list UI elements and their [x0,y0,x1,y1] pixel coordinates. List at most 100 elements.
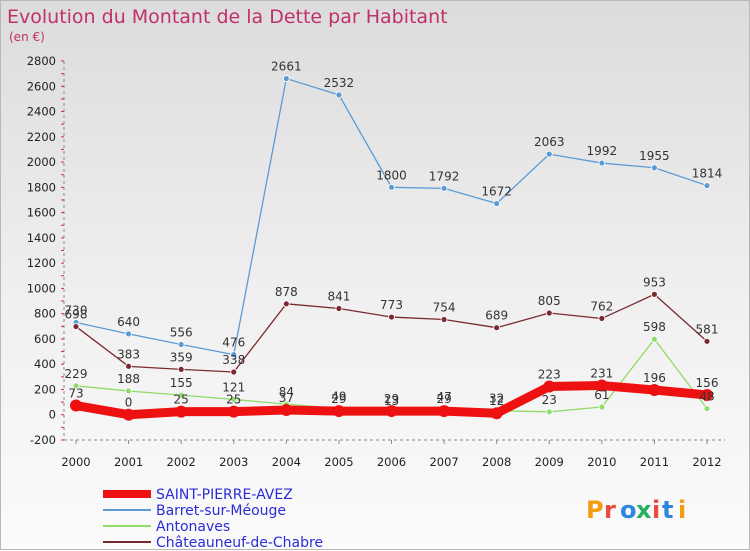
data-label: 1800 [376,168,407,182]
y-tick-label: 600 [34,332,56,346]
y-tick-label: 1600 [27,206,56,220]
x-tick-label: 2004 [272,455,301,469]
data-point [282,300,290,308]
data-label: 476 [222,336,245,350]
data-label: 754 [433,300,456,314]
data-label: 805 [538,294,561,308]
data-label: 29 [331,392,346,406]
data-point [122,408,135,421]
data-label: 223 [538,368,561,382]
data-point [177,341,185,348]
x-tick-label: 2010 [587,455,616,469]
data-label: 29 [384,392,399,406]
data-point [703,405,711,413]
data-point [72,323,80,330]
series-chateauneuf-de-chabre [72,290,711,376]
data-label: 49 [331,390,346,404]
data-point [125,387,132,395]
data-point [388,313,395,321]
data-label: 12 [489,394,504,408]
y-tick-label: 0 [49,408,56,422]
y-tick-label: 2600 [27,79,56,93]
x-tick-label: 2008 [482,455,511,469]
data-label: 556 [170,325,193,339]
data-point [595,379,608,392]
data-label: 1792 [429,169,460,183]
data-label: 25 [174,393,189,407]
data-point [598,403,606,411]
data-point [332,405,345,418]
logo-letter: r [604,496,616,524]
data-point [701,389,713,402]
data-label: 2063 [534,135,565,149]
legend-label: Barret-sur-Méouge [156,503,286,519]
data-label: 25 [226,393,241,407]
legend-label: Antonaves [156,519,230,535]
data-label: 841 [327,289,350,303]
data-label: 762 [590,299,613,313]
x-tick-label: 2011 [640,455,669,469]
data-point [651,335,658,343]
data-label: 121 [222,380,245,394]
series-layer [70,75,713,421]
data-point [335,305,343,312]
data-label: 47 [436,390,451,404]
data-label: 640 [117,315,140,329]
data-point [282,75,290,82]
data-point [545,309,553,317]
data-point [703,182,711,189]
x-tick-label: 2000 [61,455,90,469]
data-point [280,404,293,417]
data-label: 48 [699,390,714,404]
data-label: 188 [117,372,140,386]
y-tick-label: 2400 [27,105,56,119]
data-point [598,315,606,322]
x-tick-label: 2007 [429,455,458,469]
data-point [493,324,501,332]
data-point [335,91,343,99]
data-label: 359 [170,350,193,364]
x-tick-label: 2009 [535,455,564,469]
data-label: 1955 [639,149,670,163]
y-tick-label: 2800 [27,54,56,68]
data-label: 698 [65,308,88,322]
legend-label: SAINT-PIERRE-AVEZ [156,487,293,503]
data-point [490,407,503,420]
x-tick-label: 2002 [167,455,196,469]
data-label: 1814 [692,167,723,181]
data-point [177,365,185,373]
x-tick-label: 2001 [114,455,143,469]
data-label: 1672 [481,185,512,199]
data-point [70,399,82,412]
data-label: 581 [696,322,719,336]
data-label: 37 [279,391,294,405]
legend: SAINT-PIERRE-AVEZBarret-sur-MéougeAntona… [103,487,323,551]
y-tick-label: 200 [34,382,56,396]
x-tick-label: 2003 [219,455,248,469]
logo-letter: t [662,496,673,524]
x-tick-label: 2006 [377,455,406,469]
data-label: 2532 [324,76,355,90]
series-barret-sur-meouge [72,75,711,358]
chart-subtitle: (en €) [9,30,45,44]
data-point [125,362,132,370]
logo-letter: i [678,496,686,524]
logo-letter: x [636,496,652,524]
data-point [440,184,448,192]
data-label: 338 [222,353,245,367]
data-point [545,408,553,416]
y-tick-label: -200 [30,433,56,447]
data-point [125,330,132,338]
data-label: 598 [643,320,666,334]
axes: -200 0 200 400 600 800 1000 1200 1400 1600 1800 200… [27,54,725,469]
data-point [545,150,553,158]
y-tick-label: 2200 [27,130,56,144]
legend-label: Châteauneuf-de-Chabre [156,535,323,551]
data-label: 156 [696,376,719,390]
data-label: 231 [590,367,613,381]
data-point [703,337,711,345]
data-label: 878 [275,285,298,299]
